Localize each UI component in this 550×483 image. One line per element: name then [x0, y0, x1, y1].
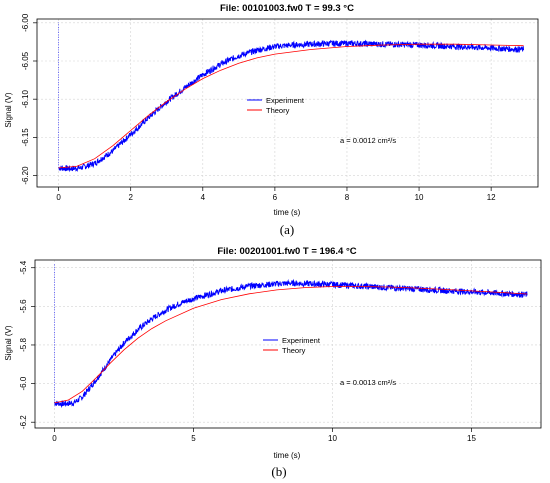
y-tick-label: -6.00 [21, 13, 30, 32]
y-tick-label: -6.0 [19, 376, 28, 390]
series-theory [58, 43, 524, 169]
y-tick-label: -6.05 [21, 51, 30, 70]
panel-label: (a) [280, 222, 294, 237]
series-theory [54, 286, 528, 404]
y-tick-label: -6.2 [19, 415, 28, 429]
series-experiment [58, 39, 525, 173]
x-tick-label: 10 [415, 193, 424, 202]
x-tick-label: 6 [273, 193, 278, 202]
chart-title: File: 00201001.fw0 T = 196.4 °C [217, 246, 356, 257]
y-tick-label: -6.15 [21, 128, 30, 147]
legend: Experiment Theory [247, 96, 305, 115]
legend-label-theory: Theory [266, 106, 290, 115]
x-tick-label: 4 [201, 193, 206, 202]
y-tick-label: -6.10 [21, 90, 30, 109]
x-tick-label: 8 [345, 193, 350, 202]
y-tick-label: -5.4 [19, 260, 28, 274]
x-axis-label: time (s) [274, 208, 301, 217]
x-axis-label: time (s) [274, 451, 301, 460]
y-tick-label: -5.6 [19, 299, 28, 313]
y-axis-label: Signal (V) [4, 325, 13, 360]
plot-frame [36, 18, 539, 188]
series-experiment [54, 278, 528, 409]
x-tick-label: 15 [467, 434, 476, 443]
y-tick-label: -6.20 [21, 166, 30, 185]
ticks: 0 5 10 15 -6.2 -6.0 -5.8 -5.6 -5.4 [19, 260, 476, 443]
x-tick-label: 2 [128, 193, 133, 202]
plot-frame [34, 259, 542, 429]
annotation-diffusivity: a = 0.0012 cm²/s [340, 136, 396, 145]
x-tick-label: 5 [191, 434, 196, 443]
x-tick-label: 10 [328, 434, 337, 443]
chart-title: File: 00101003.fw0 T = 99.3 °C [220, 3, 354, 14]
x-tick-label: 0 [52, 434, 57, 443]
legend: Experiment Theory [263, 336, 321, 355]
legend-label-theory: Theory [282, 346, 306, 355]
series-group [58, 22, 525, 173]
x-tick-label: 0 [56, 193, 61, 202]
grid [35, 260, 541, 428]
chart-panel-b: File: 00201001.fw0 T = 196.4 °C Signal (… [4, 246, 542, 479]
y-tick-label: -5.8 [19, 338, 28, 352]
chart-panel-a: File: 00101003.fw0 T = 99.3 °C Signal (V… [4, 3, 539, 237]
legend-label-experiment: Experiment [266, 96, 305, 105]
legend-label-experiment: Experiment [282, 336, 321, 345]
y-axis-label: Signal (V) [4, 92, 13, 127]
panel-label: (b) [271, 464, 286, 479]
x-tick-label: 12 [487, 193, 496, 202]
annotation-diffusivity: a = 0.0013 cm²/s [340, 378, 396, 387]
series-group [54, 263, 528, 409]
ticks: 0 2 4 6 8 10 12 -6.20 -6.15 -6.10 -6.05 -6.00 [21, 13, 496, 202]
